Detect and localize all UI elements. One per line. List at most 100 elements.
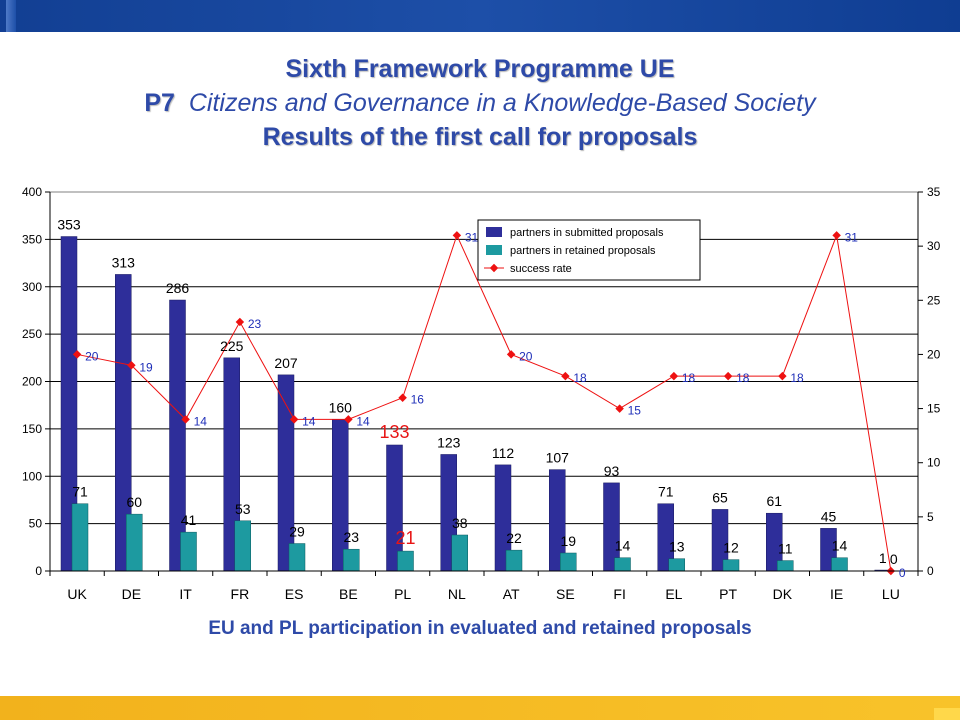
label-retained-pt: 12 (723, 540, 739, 556)
label-retained-at: 22 (506, 530, 522, 546)
label-submitted-at: 112 (492, 445, 515, 461)
legend: partners in submitted proposals partners … (477, 219, 701, 281)
label-submitted-uk: 353 (57, 217, 81, 233)
bar-retained-it (180, 531, 197, 572)
left-tick-label: 150 (22, 422, 42, 436)
category-label-at: AT (503, 586, 520, 602)
axes: 05010015020025030035040005101520253035UK… (22, 185, 941, 602)
label-submitted-pt: 65 (712, 489, 728, 505)
participation-chart: 05010015020025030035040005101520253035UK… (22, 185, 941, 602)
right-tick-label: 20 (927, 347, 941, 361)
success-rate-point-pt (723, 371, 733, 381)
label-retained-es: 29 (289, 524, 305, 540)
label-success-rate-uk: 20 (85, 349, 99, 363)
label-success-rate-lu: 0 (899, 566, 906, 580)
header-band-mark (6, 0, 16, 32)
label-success-rate-nl: 31 (465, 230, 479, 244)
legend-label-retained: partners in retained proposals (510, 245, 656, 257)
category-label-fr: FR (231, 586, 250, 602)
label-submitted-be: 160 (329, 399, 353, 415)
category-label-pl: PL (394, 586, 411, 602)
label-retained-fi: 14 (615, 538, 631, 554)
label-submitted-pl: 133 (379, 422, 409, 442)
bar-retained-at (505, 549, 523, 572)
label-retained-be: 23 (343, 529, 359, 545)
label-retained-se: 19 (560, 533, 576, 549)
success-rate-point-fr (235, 317, 245, 327)
bars (60, 236, 891, 572)
programme-title: Citizens and Governance in a Knowledge-B… (188, 89, 816, 117)
label-success-rate-es: 14 (302, 414, 316, 428)
category-label-uk: UK (67, 586, 87, 602)
label-retained-el: 13 (669, 539, 685, 555)
left-tick-label: 0 (35, 564, 42, 578)
left-tick-label: 100 (22, 469, 42, 483)
label-success-rate-pl: 16 (411, 393, 425, 407)
label-submitted-lu: 1 (879, 550, 887, 566)
category-label-el: EL (665, 586, 682, 602)
label-submitted-fr: 225 (220, 338, 244, 354)
left-tick-label: 200 (22, 375, 42, 389)
data-labels: 3537131360286412255320729160231332112338… (57, 217, 906, 580)
label-submitted-el: 71 (658, 484, 674, 500)
bar-retained-se (560, 552, 577, 572)
success-rate-point-pl (398, 393, 407, 402)
bar-retained-es (288, 543, 306, 572)
label-success-rate-at: 20 (519, 349, 533, 363)
legend-label-success: success rate (510, 263, 572, 275)
success-rate-point-dk (778, 371, 787, 381)
label-success-rate-be: 14 (356, 414, 370, 428)
label-success-rate-el: 18 (682, 371, 696, 385)
label-submitted-se: 107 (546, 450, 570, 466)
legend-box (477, 219, 701, 281)
legend-swatch-retained (486, 245, 502, 255)
label-retained-lu: 0 (890, 551, 898, 567)
label-success-rate-fr: 23 (248, 317, 262, 331)
label-retained-dk: 11 (778, 541, 793, 557)
left-tick-label: 300 (22, 280, 42, 294)
category-label-it: IT (179, 586, 192, 602)
label-success-rate-it: 14 (194, 414, 208, 428)
bar-retained-nl (451, 534, 468, 572)
success-rate-point-de (127, 361, 136, 370)
category-label-be: BE (339, 586, 358, 602)
footer-band (0, 696, 960, 720)
legend-label-submitted: partners in submitted proposals (510, 227, 664, 239)
footer-band-tab (934, 708, 960, 720)
label-retained-uk: 71 (72, 484, 88, 500)
category-label-es: ES (285, 586, 304, 602)
title-line-3: Results of the first call for proposals (262, 123, 698, 151)
bar-retained-uk (71, 503, 89, 572)
right-tick-label: 0 (927, 564, 934, 578)
label-submitted-it: 286 (166, 280, 190, 296)
category-label-dk: DK (773, 586, 793, 602)
success-rate-point-it (181, 415, 190, 424)
success-rate-point-at (506, 350, 516, 359)
header-band (0, 0, 960, 32)
label-success-rate-pt: 18 (736, 371, 750, 385)
left-tick-label: 350 (22, 232, 42, 246)
category-label-pt: PT (719, 586, 737, 602)
bar-retained-be (343, 548, 360, 572)
label-retained-pl: 21 (395, 528, 415, 548)
bar-retained-el (668, 558, 685, 572)
left-tick-label: 400 (22, 185, 42, 199)
success-rate-point-se (561, 371, 570, 381)
label-submitted-nl: 123 (437, 434, 461, 450)
bar-retained-fi (614, 557, 631, 572)
label-retained-it: 41 (181, 512, 197, 528)
right-tick-label: 15 (927, 402, 941, 416)
left-tick-label: 50 (29, 517, 43, 531)
category-label-de: DE (122, 586, 141, 602)
success-rate-point-es (289, 415, 299, 424)
legend-swatch-submitted (486, 227, 502, 237)
label-submitted-es: 207 (274, 355, 298, 371)
label-success-rate-de: 19 (139, 360, 153, 374)
category-label-nl: NL (448, 586, 466, 602)
label-submitted-fi: 93 (604, 463, 620, 479)
legend-marker-success (489, 263, 499, 273)
bar-submitted-it (169, 299, 186, 572)
category-label-lu: LU (882, 586, 900, 602)
success-rate-point-fi (615, 404, 624, 413)
title-line-1: Sixth Framework Programme UE (285, 55, 675, 83)
